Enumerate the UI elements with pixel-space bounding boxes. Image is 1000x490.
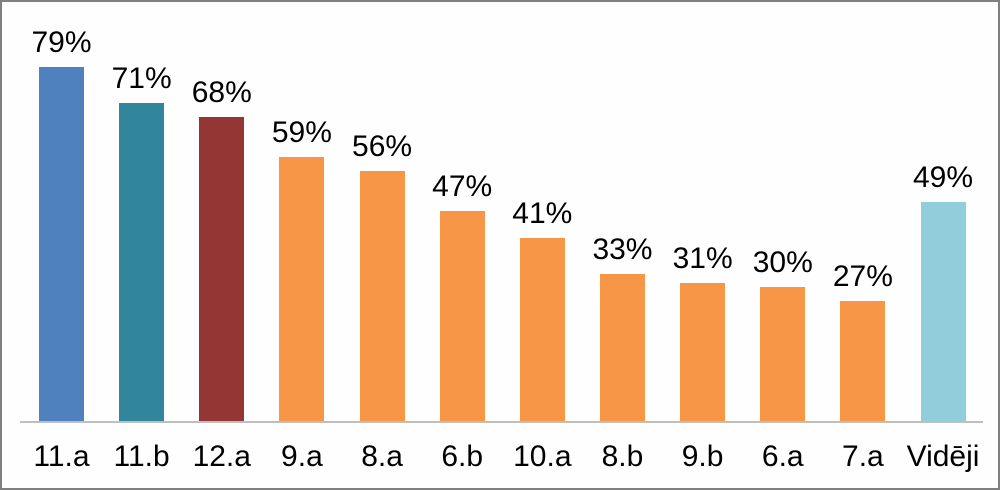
bar [119,103,165,422]
bar-value-label: 31% [672,241,733,275]
x-axis-label: 6.b [441,440,484,473]
bar [199,116,245,422]
x-axis-label: 11.a [33,440,90,473]
bar-group-8.a: 56% [342,130,422,422]
bar-group-Vidēji: 49% [903,161,983,422]
bar [760,287,806,422]
x-axis-labels: 11.a 11.b 12.a 9.a 8.a 6.b 10.a 8.b 9.b 6.a 7.a Vid… [2,440,998,484]
bar-value-label: 56% [352,129,413,163]
x-axis-label: 9.b [681,440,724,473]
bar [519,237,565,422]
x-axis-label: 12.a [192,440,251,473]
bar [680,282,726,422]
bar [840,300,886,422]
x-axis-label: 9.a [281,440,323,473]
x-axis-label: 10.a [513,440,572,473]
bar-chart: 79% 71% 68% 59% 56% 47% 41% 33% 31% 30% 27% 49% [2,2,998,422]
bar-group-12.a: 68% [182,76,262,422]
bar [920,202,966,422]
bar-value-label: 33% [592,232,653,266]
bar-group-11.b: 71% [102,62,182,422]
bar-value-label: 41% [512,196,573,230]
bar-group-11.a: 79% [22,26,102,422]
bar-value-label: 71% [111,62,172,96]
bar [359,170,405,422]
bar-value-label: 79% [31,26,92,60]
bar-value-label: 30% [752,246,813,280]
x-axis-label: 8.a [361,440,403,473]
x-axis-label: 6.a [761,440,804,473]
bar-group-10.a: 41% [502,197,582,422]
bar-group-8.b: 33% [582,233,662,422]
bar-group-9.b: 31% [663,242,743,422]
bar-group-6.b: 47% [422,170,502,422]
bar-group-9.a: 59% [262,116,342,422]
bar-group-6.a: 30% [743,246,823,422]
bar-value-label: 49% [913,161,974,194]
x-axis-line [20,421,983,423]
bar-value-label: 27% [832,259,893,293]
x-axis-label: 8.b [601,440,644,473]
bar [439,211,485,422]
x-axis-label: 11.b [113,440,170,473]
bar [599,273,645,422]
bar-group-7.a: 27% [823,260,903,422]
bar-value-label: 59% [271,116,332,150]
bar-value-label: 47% [432,170,493,203]
bar-value-label: 68% [191,75,252,109]
bar [39,67,84,422]
bar [279,157,325,422]
x-axis-label: Vidēji [906,440,980,473]
x-axis-label: 7.a [842,440,884,473]
